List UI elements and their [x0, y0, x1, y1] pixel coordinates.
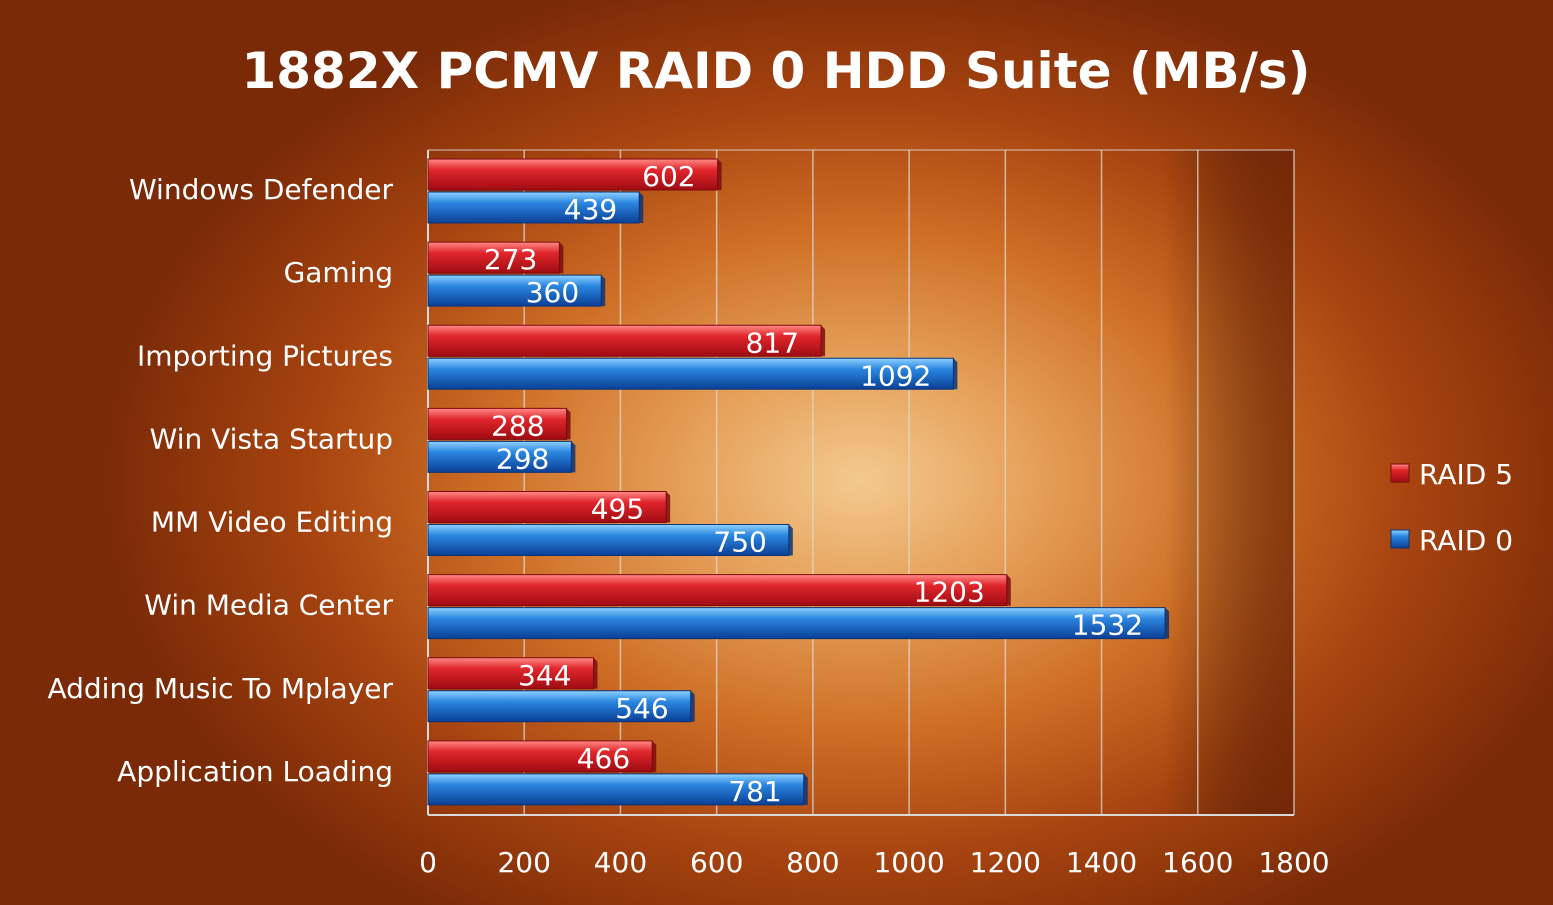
bar-end [559, 242, 564, 274]
bar-face [427, 191, 640, 224]
x-tick-label: 1400 [1066, 846, 1137, 879]
bar-end [821, 325, 826, 357]
data-label: 750 [713, 526, 766, 559]
bar-end [1165, 607, 1170, 639]
bar-end [593, 657, 598, 689]
chart-title: 1882X PCMV RAID 0 HDD Suite (MB/s) [241, 42, 1310, 100]
data-label: 439 [564, 193, 617, 226]
bar-face [427, 740, 653, 773]
bar-raid0: 546 [427, 690, 695, 725]
bar-raid5: 273 [427, 241, 564, 276]
bar-end [690, 690, 695, 722]
category-label: Gaming [284, 256, 393, 289]
data-label: 360 [526, 276, 579, 309]
category-label: Win Vista Startup [150, 422, 393, 455]
bar-end [571, 441, 576, 473]
bar-raid0: 360 [427, 274, 606, 309]
bar-face [427, 491, 667, 523]
data-label: 817 [746, 326, 799, 359]
legend-swatch [1390, 463, 1410, 483]
bar-face [427, 440, 572, 473]
bar-face [427, 324, 822, 357]
bar-raid5: 288 [427, 407, 571, 442]
bar-end [788, 524, 793, 556]
bar-end [953, 358, 958, 390]
bar-end [566, 408, 571, 440]
data-label: 1532 [1072, 609, 1143, 642]
bar-end [639, 192, 644, 223]
bar-face [427, 690, 692, 723]
bar-raid0: 439 [427, 191, 644, 226]
legend-item-raid0: RAID 0 [1390, 524, 1513, 557]
bar-raid5: 817 [427, 324, 826, 359]
x-tick-label: 800 [786, 846, 839, 879]
x-tick-label: 0 [419, 846, 437, 879]
category-label: Windows Defender [129, 173, 394, 206]
bar-raid5: 344 [427, 657, 598, 692]
bar-face [427, 574, 1008, 607]
data-label: 273 [484, 243, 537, 276]
bar-raid5: 1203 [427, 574, 1011, 609]
x-tick-label: 1200 [970, 846, 1041, 879]
bar-raid0: 781 [427, 773, 808, 808]
bar-raid0: 1092 [427, 357, 958, 392]
category-label: MM Video Editing [151, 506, 393, 539]
bar-raid0: 1532 [427, 607, 1170, 642]
data-label: 495 [591, 493, 644, 526]
bar-end [652, 740, 657, 772]
category-label: Win Media Center [144, 589, 393, 622]
x-tick-label: 1000 [873, 846, 944, 879]
category-label: Adding Music To Mplayer [47, 672, 393, 705]
bar-raid0: 750 [427, 524, 793, 559]
legend-label: RAID 0 [1419, 524, 1513, 557]
data-label: 781 [728, 775, 781, 808]
bar-raid5: 466 [427, 740, 657, 775]
x-tick-label: 200 [497, 846, 550, 879]
bar-face [427, 773, 805, 806]
x-tick-labels: 0 200 400 600 800 1000 1200 1400 1600 1800 [419, 846, 1330, 879]
bar-end [601, 275, 606, 307]
bar-end [1006, 574, 1011, 606]
data-label: 298 [496, 442, 549, 475]
bar-face [427, 657, 595, 690]
legend-item-raid5: RAID 5 [1390, 458, 1513, 491]
bar-face [427, 524, 790, 556]
bar-raid5: 602 [427, 158, 722, 193]
data-label: 466 [577, 742, 630, 775]
legend: RAID 5 RAID 0 [1390, 458, 1513, 557]
data-label: 288 [491, 409, 544, 442]
category-label: Application Loading [117, 755, 393, 788]
data-label: 602 [642, 160, 695, 193]
category-label: Importing Pictures [137, 339, 393, 372]
bar-end [666, 491, 671, 523]
data-label: 1203 [914, 576, 985, 609]
x-tick-label: 400 [594, 846, 647, 879]
legend-swatch [1390, 529, 1410, 549]
x-tick-label: 1800 [1258, 846, 1329, 879]
bar-end [717, 159, 722, 190]
bar-face [427, 357, 954, 390]
bar-face [427, 607, 1166, 640]
gridlines [427, 149, 1295, 816]
legend-label: RAID 5 [1419, 458, 1513, 491]
x-tick-label: 1600 [1162, 846, 1233, 879]
data-label: 1092 [860, 359, 931, 392]
data-label: 344 [518, 659, 571, 692]
bar-raid0: 298 [427, 440, 576, 475]
bar-raid5: 495 [427, 491, 671, 526]
bar-end [803, 773, 808, 805]
category-labels: Windows Defender Gaming Importing Pictures… [47, 173, 393, 788]
bar-face [427, 158, 719, 191]
bar-face [427, 274, 602, 307]
x-tick-label: 600 [690, 846, 743, 879]
data-label: 546 [615, 692, 668, 725]
